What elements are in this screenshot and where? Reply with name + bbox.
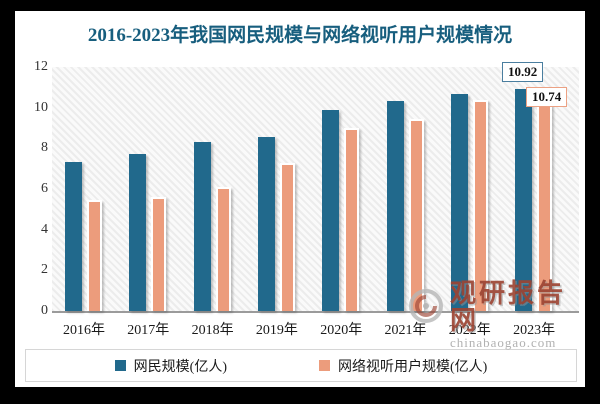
y-tick-label: 8: [41, 140, 48, 156]
x-axis-label: 2023年: [513, 323, 556, 338]
y-tick-label: 12: [34, 59, 48, 74]
y-tick-label: 4: [41, 221, 48, 237]
x-axis-label: 2022年: [448, 323, 491, 338]
y-tick-label: 10: [34, 99, 48, 115]
y-tick-label: 2: [41, 262, 48, 278]
x-axis-label: 2019年: [255, 323, 298, 338]
plot-area: 0 2 4 6 8 10 12: [34, 60, 579, 318]
y-tick-label: 0: [41, 303, 48, 318]
x-axis-label: 2016年: [63, 323, 105, 338]
watermark-swirl-logo-icon: [406, 286, 446, 331]
legend-item-netizen: 网民规模(亿人): [114, 356, 227, 376]
bar-netizen: [65, 162, 82, 311]
legend-item-audiovisual: 网络视听用户规模(亿人): [319, 356, 487, 376]
bar-netizen: [322, 109, 340, 311]
x-axis-label: 2021年: [384, 323, 427, 338]
bar-netizen: [515, 88, 533, 311]
chart-title: 2016-2023年我国网民规模与网络视听用户规模情况: [87, 25, 513, 46]
legend-label-netizen: 网民规模(亿人): [133, 359, 227, 375]
watermark: 观研报告网 chinabaogao.com: [406, 280, 585, 349]
legend-label-audiovisual: 网络视听用户规模(亿人): [338, 359, 488, 375]
bar-netizen: [257, 137, 275, 311]
data-label-audiovisual-2023: 10.74: [526, 87, 568, 107]
chart-card: 2016-2023年我国网民规模与网络视听用户规模情况 0 2 4 6 8 10 12 20…: [15, 11, 585, 387]
bar-audiovisual: [151, 196, 167, 311]
bar-audiovisual: [472, 99, 488, 311]
bar-audiovisual: [215, 187, 231, 311]
bar-audiovisual: [279, 163, 295, 311]
bar-audiovisual: [344, 127, 360, 311]
data-label-netizen-2023: 10.92: [502, 62, 544, 82]
x-axis-label: 2017年: [127, 323, 170, 338]
bar-netizen: [129, 154, 147, 311]
bar-audiovisual: [408, 119, 424, 311]
bar-audiovisual: [87, 200, 102, 311]
x-axis-label: 2018年: [191, 323, 234, 338]
data-label-audiovisual-2023-value: 10.74: [532, 89, 562, 104]
legend: 网民规模(亿人) 网络视听用户规模(亿人): [25, 349, 577, 382]
watermark-brand: 观研报告网: [450, 279, 567, 335]
data-label-netizen-2023-value: 10.92: [508, 64, 538, 79]
bar-netizen: [450, 94, 468, 311]
bar-netizen: [193, 142, 211, 311]
audiovisual-series-swatch-icon: [319, 360, 330, 371]
y-tick-label: 6: [41, 181, 48, 196]
watermark-text-block: 观研报告网 chinabaogao.com: [450, 280, 585, 349]
netizen-series-swatch-icon: [114, 360, 126, 371]
watermark-domain: chinabaogao.com: [450, 335, 557, 350]
x-axis-label: 2020年: [320, 323, 363, 338]
bar-netizen: [386, 101, 404, 311]
